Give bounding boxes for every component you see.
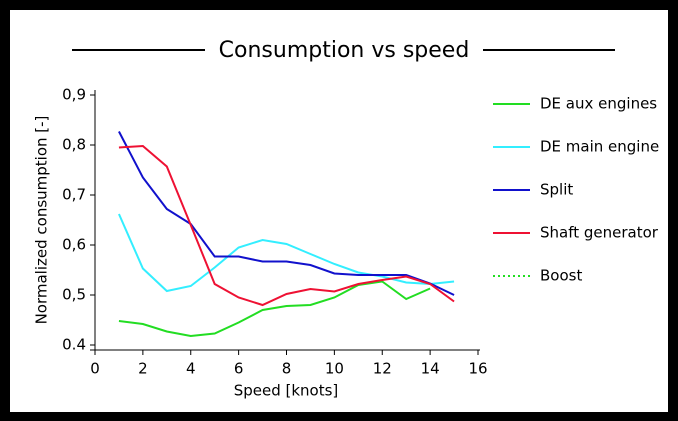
series-line <box>118 144 455 307</box>
series-line <box>118 213 455 293</box>
x-tick-label: 16 <box>468 360 487 378</box>
series-line <box>118 131 455 296</box>
x-tick-label: 4 <box>186 360 196 378</box>
x-axis-label: Speed [knots] <box>234 382 339 400</box>
x-tick-label: 0 <box>90 360 100 378</box>
x-tick-label: 14 <box>421 360 440 378</box>
x-tick-label: 6 <box>234 360 244 378</box>
x-tick-label: 8 <box>282 360 292 378</box>
legend-label: Boost <box>540 267 582 285</box>
y-tick-label: 0,5 <box>62 286 86 304</box>
legend-label: DE main engine <box>540 138 659 156</box>
y-tick-label: 0.4 <box>62 336 86 354</box>
y-tick-label: 0,9 <box>62 86 86 104</box>
chart-title: Consumption vs speed <box>219 38 470 63</box>
y-axis-label: Normalized consumption [-] <box>33 116 51 325</box>
series-line <box>118 280 431 338</box>
x-tick-label: 10 <box>325 360 344 378</box>
x-tick-label: 12 <box>373 360 392 378</box>
y-tick-label: 0,7 <box>62 186 86 204</box>
x-tick-label: 2 <box>138 360 148 378</box>
y-tick-label: 0,6 <box>62 236 86 254</box>
y-tick-label: 0,8 <box>62 136 86 154</box>
legend-label: Split <box>540 181 573 199</box>
panel <box>10 10 668 412</box>
legend-label: DE aux engines <box>540 95 657 113</box>
legend-label: Shaft generator <box>540 224 659 242</box>
